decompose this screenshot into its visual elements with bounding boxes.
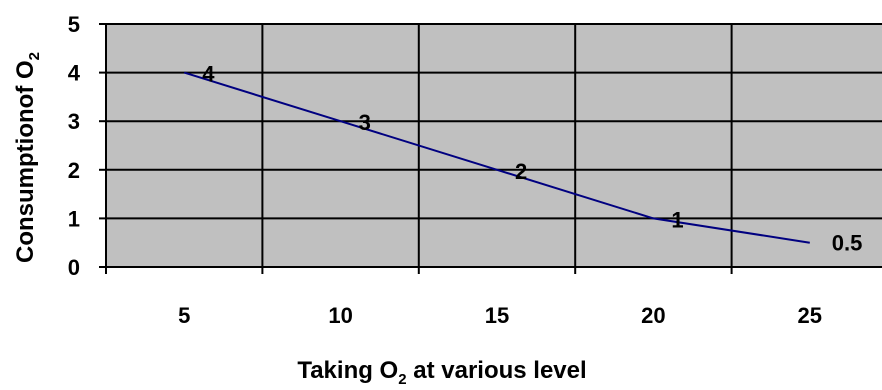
y-tick-label: 5 [68,12,80,37]
y-axis-title: Consumptionof O2 [12,52,43,263]
y-tick-label: 3 [68,109,80,134]
data-label: 1 [671,207,683,232]
plot-area [106,24,882,267]
x-tick-label: 20 [641,303,665,328]
x-tick-label: 25 [798,303,822,328]
x-axis-title-rest: at various level [407,357,587,384]
y-axis-title-subscript: 2 [26,52,43,60]
x-axis-title-subscript: 2 [398,371,406,388]
data-label: 3 [359,110,371,135]
x-tick-label: 10 [328,303,352,328]
data-label: 4 [202,62,215,87]
gridlines [106,23,882,267]
data-labels: 4 3 2 1 0.5 [202,62,862,256]
series-group [183,71,810,244]
y-tick-label: 2 [68,158,80,183]
data-label: 2 [515,159,527,184]
data-label: 0.5 [832,231,863,256]
y-axis-ticks: 0 1 2 3 4 5 [68,12,106,280]
x-tick-label: 15 [485,303,509,328]
y-tick-label: 0 [68,255,80,280]
series-line [183,71,810,244]
x-axis-title: Taking O2 at various level [297,357,586,388]
y-tick-label: 4 [68,61,81,86]
axes [105,24,882,268]
x-tick-label: 5 [178,303,190,328]
y-tick-label: 1 [68,206,80,231]
x-axis-ticks: 5 10 15 20 25 [105,267,822,328]
